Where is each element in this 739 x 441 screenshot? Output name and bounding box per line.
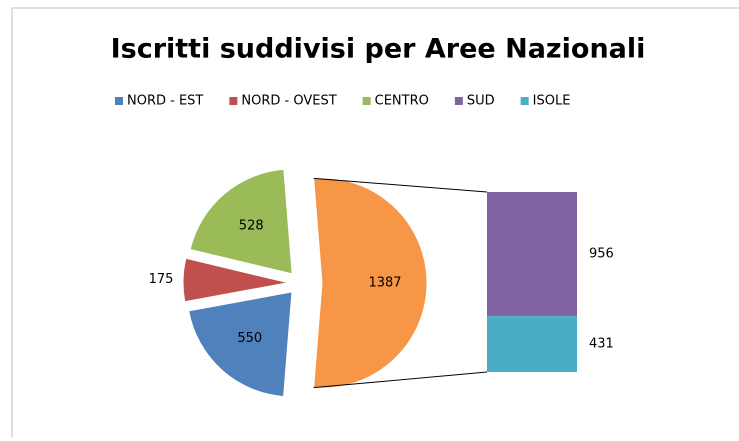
pie-slice <box>313 177 428 389</box>
legend-swatch <box>362 97 371 105</box>
connector <box>313 177 488 193</box>
bar-segment <box>487 316 577 372</box>
legend-label: NORD - OVEST <box>241 94 336 109</box>
pie-slice <box>188 291 293 398</box>
legend-label: NORD - EST <box>127 94 203 109</box>
data-label: 431 <box>589 337 614 352</box>
legend-swatch <box>520 97 529 105</box>
legend-swatch <box>229 97 238 105</box>
legend-label: CENTRO <box>375 94 429 109</box>
connector <box>313 371 488 389</box>
data-label: 956 <box>589 247 614 262</box>
legend-label: SUD <box>467 94 495 109</box>
chart-title: Iscritti suddivisi per Aree Nazionali <box>111 34 646 65</box>
pie-slice <box>182 257 289 303</box>
data-label: 528 <box>239 219 264 234</box>
pie-slice <box>189 168 293 275</box>
legend-swatch <box>115 97 123 105</box>
data-label: 175 <box>149 272 174 287</box>
legend-swatch <box>454 97 463 105</box>
bar-segment <box>487 192 577 317</box>
legend-label: ISOLE <box>533 94 571 109</box>
data-label: 550 <box>237 331 262 346</box>
data-label: 1387 <box>368 276 401 291</box>
